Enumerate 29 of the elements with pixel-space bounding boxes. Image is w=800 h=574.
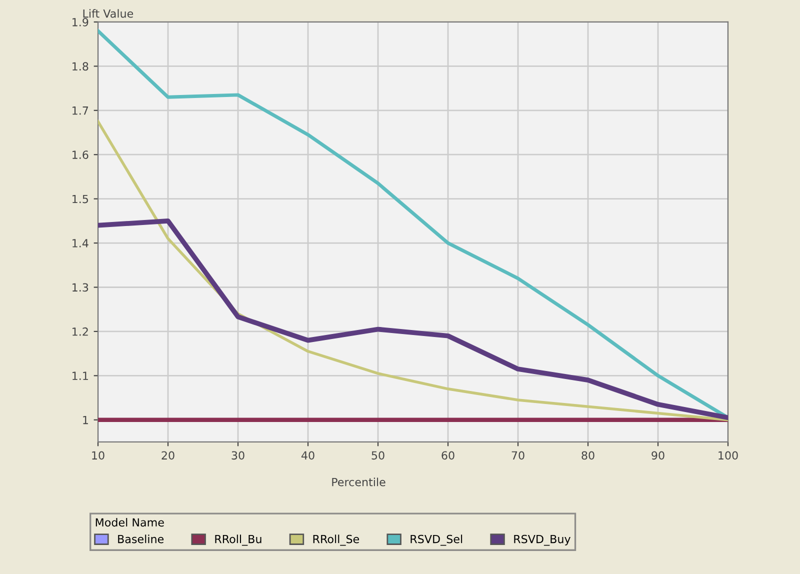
legend-label: RRoll_Bu [215, 534, 262, 546]
line-series [98, 218, 728, 420]
y-tick-label: 1.1 [72, 372, 88, 380]
legend-title: Model Name [96, 518, 164, 527]
legend-label: RSVD_Sel [410, 534, 462, 546]
x-tick-label: 30 [232, 451, 244, 460]
y-tick-label: 1.2 [72, 327, 88, 336]
y-tick-label: 1.3 [72, 283, 88, 292]
y-tick-label: 1.9 [72, 18, 88, 26]
x-tick-label: 90 [652, 451, 664, 460]
x-tick-label: 80 [582, 451, 594, 460]
x-tick-label: 60 [442, 451, 454, 460]
x-axis-title: Percentile [332, 478, 386, 486]
x-tick-label: 50 [372, 451, 384, 460]
legend-label: Baseline [118, 534, 164, 544]
legend-label: RRoll_Se [313, 534, 360, 546]
y-tick-label: 1.4 [72, 239, 88, 248]
x-tick-label: 20 [162, 451, 174, 460]
y-axis-title: Lift Value [83, 9, 134, 18]
x-tick-label: 40 [301, 451, 314, 460]
x-tick-label: 10 [92, 451, 104, 460]
x-tick-label: 70 [512, 451, 524, 460]
y-tick-label: 1 [83, 416, 88, 424]
x-tick-label: 100 [718, 451, 738, 460]
y-tick-label: 1.6 [72, 150, 88, 159]
legend-label: RSVD_Buy [514, 534, 570, 546]
y-tick-label: 1.8 [72, 62, 88, 71]
y-tick-label: 1.7 [72, 106, 88, 115]
y-tick-label: 1.5 [72, 194, 88, 204]
